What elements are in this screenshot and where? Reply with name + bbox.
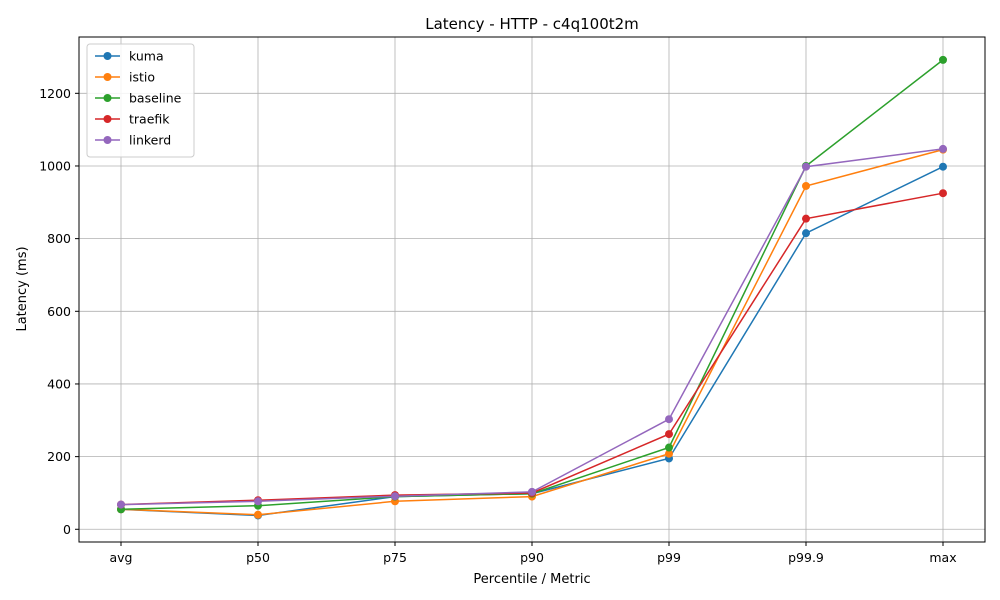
data-point-linkerd (802, 162, 810, 171)
data-point-traefik (802, 214, 810, 223)
y-tick-label: 1200 (39, 86, 71, 101)
series-linkerd (117, 144, 947, 509)
legend-item-istio: istio (95, 70, 155, 85)
data-point-traefik (665, 430, 673, 439)
data-point-linkerd (528, 487, 536, 496)
x-tick-label: p99 (657, 550, 681, 565)
x-tick-label: p75 (383, 550, 407, 565)
legend-swatch-marker (103, 73, 112, 81)
legend: kuma istio baseline traefik linkerd (86, 43, 195, 158)
data-point-traefik (939, 189, 947, 198)
data-point-baseline (665, 443, 673, 452)
legend-item-baseline: baseline (95, 91, 182, 106)
x-tick-label: p99.9 (788, 550, 824, 565)
data-point-baseline (939, 55, 947, 64)
y-axis-label: Latency (ms) (15, 246, 30, 331)
data-point-istio (802, 181, 810, 190)
y-tick-label: 600 (47, 304, 71, 319)
chart-title: Latency - HTTP - c4q100t2m (425, 15, 639, 33)
y-tick-label: 1000 (39, 158, 71, 173)
legend-swatch-marker (103, 136, 112, 144)
data-point-istio (665, 449, 673, 458)
x-tick-label: p50 (246, 550, 270, 565)
data-point-kuma (802, 229, 810, 238)
data-point-linkerd (117, 500, 125, 509)
x-axis-label: Percentile / Metric (473, 572, 590, 587)
data-point-linkerd (665, 415, 673, 424)
legend-swatch-marker (103, 94, 112, 102)
data-point-linkerd (939, 144, 947, 153)
legend-swatch-marker (103, 52, 112, 60)
y-tick-label: 0 (63, 522, 71, 537)
legend-box (86, 43, 195, 158)
data-point-kuma (939, 162, 947, 171)
y-tick-label: 200 (47, 449, 71, 464)
legend-item-linkerd: linkerd (95, 133, 171, 148)
legend-label: kuma (129, 49, 164, 64)
legend-label: traefik (129, 112, 170, 127)
legend-swatch-marker (103, 115, 112, 123)
legend-label: baseline (129, 91, 182, 106)
data-point-istio (254, 510, 262, 519)
y-tick-label: 800 (47, 231, 71, 246)
x-tick-label: p90 (520, 550, 544, 565)
legend-label: linkerd (129, 133, 171, 148)
legend-label: istio (129, 70, 155, 85)
x-tick-label: max (929, 550, 956, 565)
data-point-linkerd (391, 492, 399, 501)
data-point-linkerd (254, 497, 262, 506)
legend-item-kuma: kuma (95, 49, 164, 64)
axis-ticks: avg p50 p75 p90 p99 p99.9 max 0 200 400 600 800 1000… (39, 86, 956, 565)
legend-item-traefik: traefik (95, 112, 170, 127)
y-tick-label: 400 (47, 376, 71, 391)
series-lines (117, 55, 947, 520)
grid-lines (79, 37, 985, 542)
x-tick-label: avg (110, 550, 133, 565)
